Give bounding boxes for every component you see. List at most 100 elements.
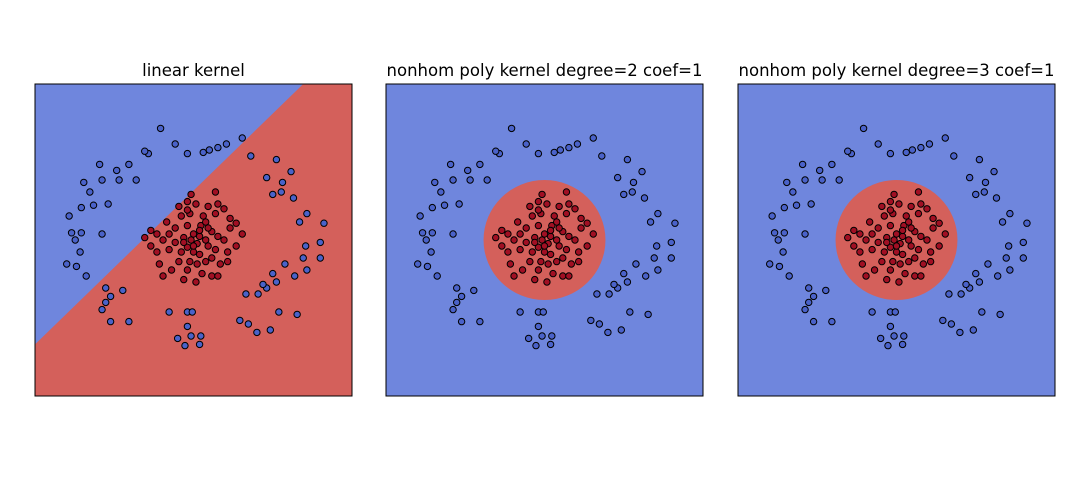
data-point-class-a [165,308,173,316]
plot-area [386,84,703,396]
data-point-class-b [562,209,571,218]
data-point-class-a [428,203,437,212]
data-point-class-a [978,308,986,316]
data-point-class-b [208,254,216,262]
data-point-class-b [504,230,512,238]
data-point-class-b [208,272,216,280]
data-point-class-b [504,248,512,256]
data-point-class-a [972,190,980,199]
data-point-class-a [644,310,652,319]
data-point-class-b [175,202,183,211]
data-point-class-b [534,206,543,214]
data-point-class-b [904,218,913,226]
data-point-class-b [192,200,200,208]
data-point-class-b [187,236,195,244]
data-point-class-a [654,209,662,218]
data-point-class-a [1023,219,1031,227]
data-point-class-b [195,250,204,259]
data-point-class-a [874,140,882,148]
data-point-class-b [914,188,923,196]
data-point-class-b [898,226,907,235]
data-point-class-b [175,257,183,266]
subplot-title: linear kernel [142,61,245,80]
data-point-class-b [886,206,895,214]
data-point-class-b [220,236,228,244]
data-point-class-a [449,176,457,184]
subplot-poly-degree-2: nonhom poly kernel degree=2 coef=1 [385,61,704,397]
data-point-class-a [917,143,925,152]
data-point-class-b [510,236,518,244]
data-point-class-b [531,238,539,247]
data-point-class-a [195,340,204,349]
data-point-class-b [889,257,897,266]
data-point-class-b [192,278,200,286]
data-point-class-a [945,290,953,298]
data-point-class-b [911,272,919,280]
data-point-class-b [147,226,155,235]
data-point-class-b [223,257,232,266]
data-point-class-a [316,254,324,262]
data-point-class-a [289,194,298,202]
data-point-class-b [201,218,210,226]
data-point-class-a [775,262,784,271]
data-point-class-b [874,238,882,247]
data-point-class-a [774,236,782,244]
data-point-class-b [516,230,524,238]
data-point-class-b [528,212,537,220]
data-point-class-a [565,143,573,152]
data-point-class-b [204,202,212,211]
data-point-class-b [844,233,852,242]
data-point-class-b [878,202,886,211]
data-point-class-a [440,201,449,209]
data-point-class-a [67,229,76,237]
data-point-class-b [177,212,186,220]
data-point-class-a [610,280,618,289]
data-point-class-a [984,260,992,268]
data-point-class-a [998,218,1007,226]
data-point-class-a [886,149,895,158]
data-point-class-b [896,260,904,268]
data-point-class-a [546,340,555,349]
data-point-class-b [189,242,198,250]
data-point-class-b [862,236,870,244]
data-point-class-a [457,292,466,301]
data-point-class-b [492,233,500,242]
data-point-class-b [904,236,913,244]
data-point-class-a [125,160,133,169]
data-point-class-b [914,245,923,254]
subplot-title: nonhom poly kernel degree=3 coef=1 [739,61,1055,80]
data-point-class-b [214,200,222,208]
data-point-class-b [562,245,571,254]
data-point-class-b [537,257,545,266]
data-point-class-a [807,200,815,208]
data-point-class-b [498,242,506,250]
data-point-class-a [947,320,956,328]
data-point-class-a [902,148,910,157]
data-point-class-a [957,290,965,298]
data-point-class-b [583,242,591,250]
data-point-class-b [895,200,903,208]
data-point-class-b [552,218,561,226]
data-point-class-b [531,275,539,284]
data-point-class-a [898,340,907,349]
data-point-class-b [917,272,925,280]
data-point-class-a [278,178,287,187]
data-point-class-b [898,250,907,259]
data-point-class-b [565,272,573,280]
data-point-class-b [526,257,534,266]
data-point-class-b [171,224,179,232]
data-point-class-b [546,232,555,241]
decision-regions [35,84,352,396]
data-point-class-a [1019,254,1027,262]
data-point-class-b [540,230,549,238]
data-point-class-b [522,238,530,247]
data-point-class-a [414,260,422,268]
data-point-class-a [623,278,632,286]
data-point-class-a [801,305,809,314]
data-point-class-a [287,167,295,176]
data-point-class-b [926,248,935,256]
data-point-class-a [106,317,115,326]
data-point-class-a [962,280,970,289]
data-point-class-a [534,322,543,331]
data-point-class-a [63,260,71,268]
